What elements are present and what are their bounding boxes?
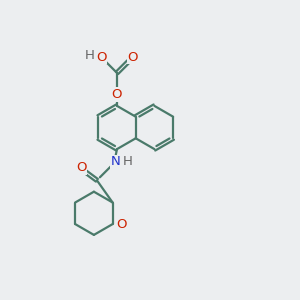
- Text: O: O: [112, 88, 122, 101]
- Text: O: O: [127, 51, 138, 64]
- Text: N: N: [111, 155, 120, 168]
- Text: H: H: [123, 155, 133, 168]
- Text: O: O: [96, 51, 107, 64]
- Text: O: O: [76, 161, 87, 174]
- Text: O: O: [116, 218, 126, 231]
- Text: H: H: [85, 49, 95, 62]
